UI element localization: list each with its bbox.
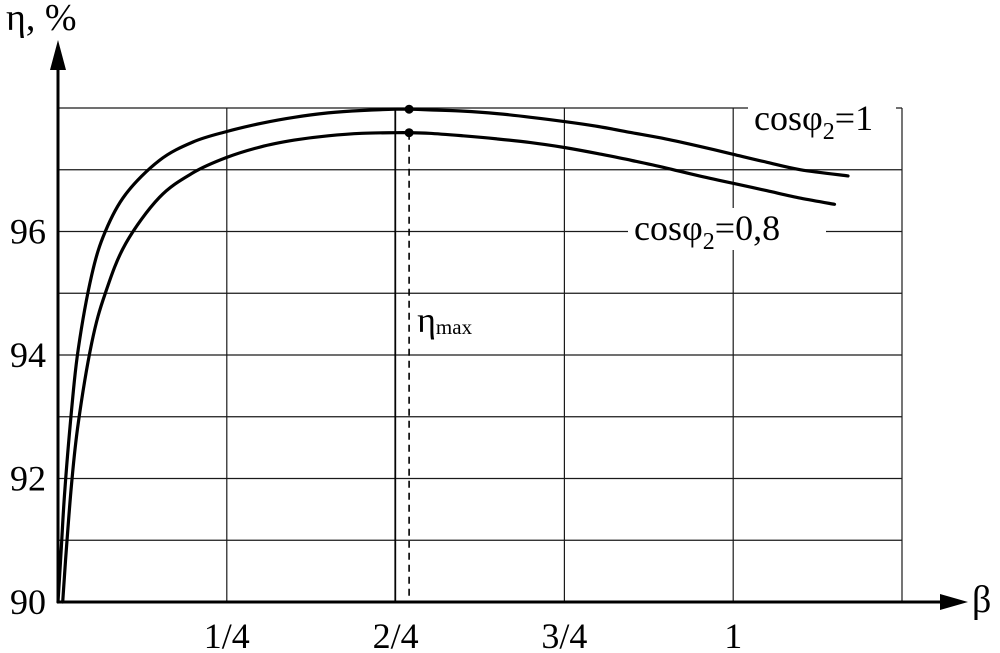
max-markers xyxy=(404,104,414,138)
series-label-main: cosφ xyxy=(754,98,823,138)
series-line-cos-0-8 xyxy=(61,131,837,604)
axes xyxy=(50,40,968,610)
x-tick-label: 1/4 xyxy=(204,616,250,653)
x-tick-label: 3/4 xyxy=(541,616,587,653)
x-axis-label: β xyxy=(972,579,991,621)
series-label-cos-1: cosφ2=1 xyxy=(754,98,873,145)
y-tick-label: 92 xyxy=(10,459,46,499)
series-label-tail: =0,8 xyxy=(715,208,780,248)
series-label-cos-0-8: cosφ2=0,8 xyxy=(634,208,780,255)
series-label-main: cosφ xyxy=(634,208,703,248)
series-curves xyxy=(56,107,850,604)
series-label-tail: =1 xyxy=(835,98,873,138)
y-tick-labels: 90 92 94 96 xyxy=(10,212,46,623)
y-axis-arrow xyxy=(50,40,66,70)
series-label-subscript: 2 xyxy=(823,119,835,145)
eta-max-label: ηmax xyxy=(417,300,472,340)
series-label-subscript: 2 xyxy=(703,229,715,255)
x-tick-label: 2/4 xyxy=(373,616,419,653)
eta-max-lines xyxy=(394,109,410,602)
y-tick-label: 96 xyxy=(10,212,46,252)
series-line-cos-1 xyxy=(56,107,850,604)
y-tick-label: 90 xyxy=(10,582,46,622)
eta-max-background xyxy=(413,300,488,344)
x-tick-label: 1 xyxy=(724,616,742,653)
eta-max-annotation: ηmax xyxy=(413,300,488,344)
x-tick-labels: 1/4 2/4 3/4 1 xyxy=(204,616,742,653)
max-point-marker xyxy=(404,128,414,138)
eta-max-main: η xyxy=(417,300,436,340)
x-axis-arrow xyxy=(940,594,968,610)
max-point-marker xyxy=(404,104,414,114)
y-tick-label: 94 xyxy=(10,335,46,375)
grid xyxy=(58,107,903,602)
eta-max-subscript: max xyxy=(436,315,473,339)
series-label-background xyxy=(628,208,826,250)
y-axis-label: η, % xyxy=(6,0,77,39)
series-label-background xyxy=(748,100,896,140)
